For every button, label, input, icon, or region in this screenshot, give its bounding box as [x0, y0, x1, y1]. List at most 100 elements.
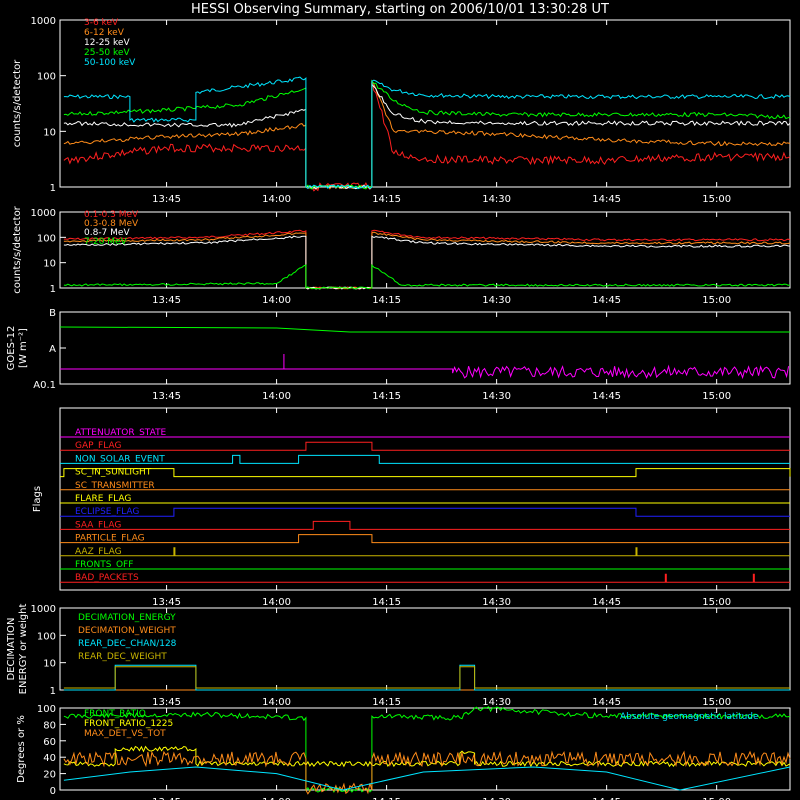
legend-entry: 3-6 keV [84, 18, 119, 28]
time-tick-label: 14:15 [372, 697, 401, 708]
time-tick-label: 15:00 [702, 797, 731, 800]
time-tick-label: 14:45 [592, 391, 621, 402]
y-axis-label: Degrees or % [16, 715, 27, 783]
y-tick-label: 0 [50, 786, 56, 797]
legend-entry: FRONT_RATIO [84, 709, 146, 719]
panel-6-frame [59, 707, 791, 791]
time-tick-label: 14:00 [262, 597, 291, 608]
series-line [63, 79, 791, 190]
time-tick-label: 14:00 [262, 697, 291, 708]
flag-label: AAZ_FLAG [75, 547, 122, 557]
legend-entry: 50-100 keV [84, 58, 136, 68]
legend-entry: REAR_DEC_WEIGHT [78, 652, 167, 662]
series-line [63, 666, 790, 689]
time-tick-label: 14:15 [372, 194, 401, 205]
time-tick-label: 14:00 [262, 295, 291, 306]
goes-long-line [59, 326, 790, 333]
time-tick-label: 13:45 [152, 295, 181, 306]
series-line [63, 750, 791, 795]
main-title: HESSI Observing Summary, starting on 200… [191, 2, 609, 17]
flag-line [60, 520, 790, 530]
flag-line [60, 547, 790, 557]
y-tick-label: 1 [50, 284, 56, 295]
y-tick-label: 80 [43, 720, 56, 731]
series-line [63, 235, 791, 290]
flag-label: ATTENUATOR_STATE [75, 428, 167, 438]
y-axis-label: counts/s/detector [12, 59, 23, 147]
series-line [63, 706, 791, 794]
flag-line [60, 468, 791, 478]
y-tick-label: 100 [37, 631, 56, 642]
legend-entry: 0.8-7 MeV [84, 228, 130, 238]
legend-entry: 25-50 keV [84, 48, 130, 58]
y-tick-label: 1 [50, 183, 56, 194]
y-tick-label: 10 [43, 659, 56, 670]
flag-line [60, 454, 790, 464]
time-tick-label: 14:00 [262, 797, 291, 800]
time-tick-label: 15:00 [702, 295, 731, 306]
goes-short-line [60, 364, 790, 380]
series-line [63, 76, 791, 190]
time-tick-label: 14:45 [592, 797, 621, 800]
flag-label: FRONTS_OFF [75, 560, 133, 570]
latitude-annotation: Absolute geomagnetic latitude [620, 712, 759, 722]
series-line [63, 79, 791, 190]
series-line [63, 231, 791, 290]
legend-entry: MAX_DET_VS_TOT [84, 729, 166, 739]
y-axis-label: counts/s/detector [12, 205, 23, 293]
y-tick-label: A0.1 [33, 380, 56, 391]
y-axis-label: ENERGY or weight [18, 604, 29, 695]
time-tick-label: 15:00 [702, 597, 731, 608]
legend-entry: 6-12 keV [84, 28, 125, 38]
series-line [63, 263, 791, 290]
time-tick-label: 14:15 [372, 597, 401, 608]
flag-label: SC_IN_SUNLIGHT [75, 468, 152, 478]
series-line [63, 229, 791, 290]
flag-line [60, 573, 790, 583]
y-tick-label: 60 [43, 737, 56, 748]
legend-entry: 7-20 MeV [84, 237, 128, 247]
panel-2-frame [59, 211, 791, 289]
time-tick-label: 15:00 [702, 697, 731, 708]
legend-entry: 12-25 keV [84, 38, 130, 48]
time-tick-label: 13:45 [152, 797, 181, 800]
y-tick-label: 10 [43, 127, 56, 138]
panel-4-frame [59, 407, 791, 591]
flag-label: GAP_FLAG [75, 441, 121, 451]
time-tick-label: 14:30 [482, 697, 511, 708]
time-tick-label: 14:45 [592, 194, 621, 205]
flag-label: SAA_FLAG [75, 520, 121, 530]
flag-label: NON_SOLAR_EVENT [75, 454, 165, 464]
y-tick-label: 1000 [31, 208, 56, 219]
series-line [63, 745, 791, 768]
y-axis-unit: [W m⁻²] [18, 328, 29, 368]
time-tick-label: 14:15 [372, 391, 401, 402]
time-tick-label: 14:00 [262, 194, 291, 205]
series-line [63, 80, 791, 192]
y-tick-label: 1000 [31, 16, 56, 27]
y-tick-label: B [49, 308, 56, 319]
legend-entry: REAR_DEC_CHAN/128 [78, 639, 177, 649]
time-tick-label: 14:30 [482, 194, 511, 205]
time-tick-label: 14:00 [262, 391, 291, 402]
y-tick-label: 100 [37, 72, 56, 83]
flag-label: PARTICLE_FLAG [75, 534, 145, 544]
time-tick-label: 15:00 [702, 194, 731, 205]
time-tick-label: 14:15 [372, 295, 401, 306]
y-tick-label: A [49, 344, 56, 355]
time-tick-label: 14:30 [482, 797, 511, 800]
y-axis-label: DECIMATION [6, 617, 17, 680]
time-tick-label: 14:45 [592, 295, 621, 306]
legend-entry: DECIMATION_ENERGY [78, 613, 176, 623]
flag-line [60, 534, 790, 544]
time-tick-label: 14:15 [372, 797, 401, 800]
time-tick-label: 13:45 [152, 697, 181, 708]
time-tick-label: 14:30 [482, 391, 511, 402]
y-axis-label: Flags [32, 486, 43, 512]
legend-entry: DECIMATION_WEIGHT [78, 626, 176, 636]
y-tick-label: 1 [50, 686, 56, 697]
series-line [63, 766, 791, 791]
time-tick-label: 15:00 [702, 391, 731, 402]
